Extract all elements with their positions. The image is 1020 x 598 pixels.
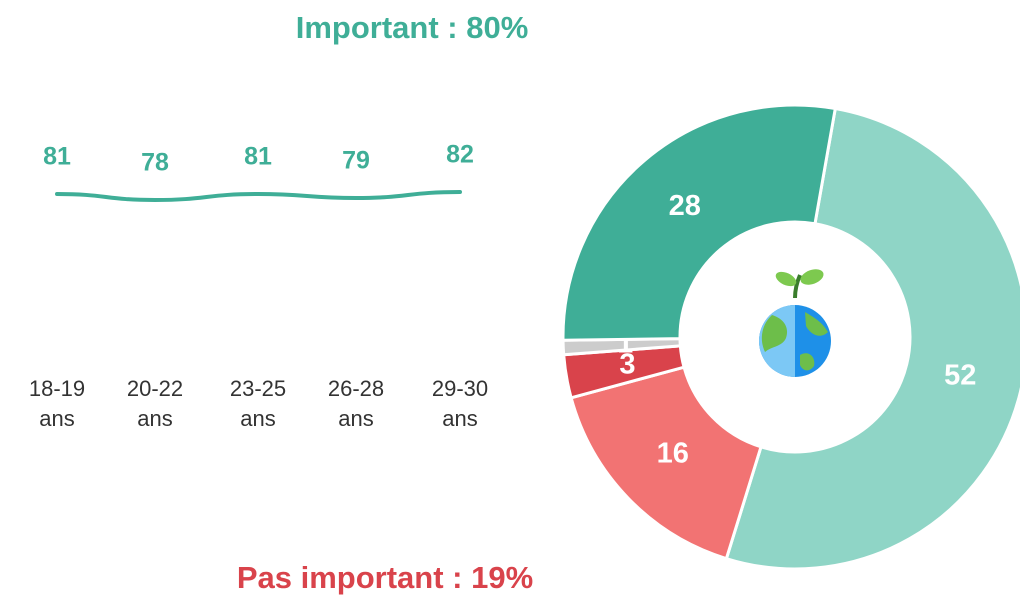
category-label: 26-28 ans bbox=[327, 376, 385, 431]
value-label: 81 bbox=[244, 143, 272, 171]
top-title: Important : 80% bbox=[296, 10, 529, 45]
value-label: 82 bbox=[446, 141, 474, 169]
value-label: 78 bbox=[141, 149, 169, 177]
donut-segment bbox=[561, 103, 838, 342]
trend-line bbox=[55, 190, 462, 203]
donut-segment bbox=[724, 106, 1020, 571]
value-label: 79 bbox=[342, 147, 370, 175]
donut-segment bbox=[569, 365, 763, 561]
segment-label: 28 bbox=[669, 190, 701, 222]
segment-label: 16 bbox=[657, 438, 689, 470]
bottom-title: Pas important : 19% bbox=[237, 560, 533, 595]
category-label: 18-19 ans bbox=[28, 376, 86, 431]
category-label: 23-25 ans bbox=[229, 376, 287, 431]
value-label: 81 bbox=[43, 143, 71, 171]
globe-icon bbox=[759, 269, 831, 377]
category-label: 20-22 ans bbox=[126, 376, 184, 431]
segment-label: 52 bbox=[944, 360, 976, 392]
category-label: 29-30 ans bbox=[431, 376, 489, 431]
segment-label: 3 bbox=[619, 349, 635, 381]
